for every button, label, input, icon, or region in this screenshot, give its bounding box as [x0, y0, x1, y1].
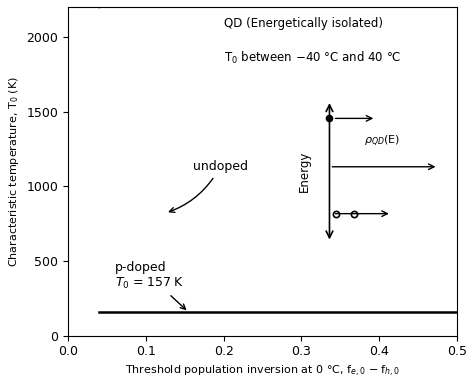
- Text: p-doped
$T_0$ = 157 K: p-doped $T_0$ = 157 K: [115, 261, 185, 309]
- X-axis label: Threshold population inversion at 0 °C, f$_{e,0}$ − f$_{h,0}$: Threshold population inversion at 0 °C, …: [125, 364, 400, 379]
- Text: QD (Energetically isolated): QD (Energetically isolated): [224, 17, 383, 30]
- Text: undoped: undoped: [169, 160, 247, 212]
- Text: T$_0$ between −40 °C and 40 °C: T$_0$ between −40 °C and 40 °C: [224, 50, 401, 66]
- Y-axis label: Characteristic temperature, T$_0$ (K): Characteristic temperature, T$_0$ (K): [7, 76, 21, 267]
